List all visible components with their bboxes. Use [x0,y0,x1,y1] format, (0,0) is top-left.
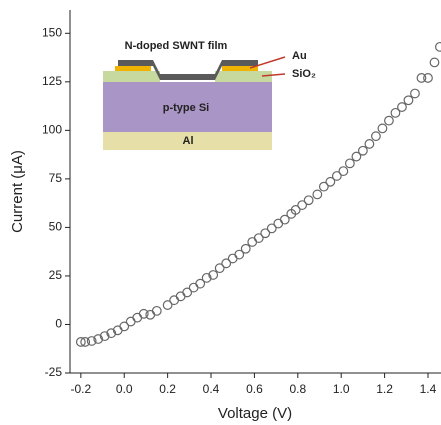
data-point [290,205,301,215]
x-tick-label: 0.2 [159,382,176,396]
data-point [377,123,388,134]
y-tick-label: 150 [42,25,62,39]
data-point [312,189,323,200]
si-layer [103,82,272,132]
x-tick-label: -0.2 [71,382,92,396]
data-point [138,308,149,319]
inset-diagram: N-doped SWNT film Au SiO₂ p-type Si Al [103,40,316,150]
data-point [410,88,420,99]
au-left [115,66,151,71]
data-point [423,73,433,83]
data-point [240,243,251,254]
data-point [279,214,290,225]
data-point [364,139,375,149]
data-point [182,287,193,298]
swnt-film [118,60,258,80]
al-label: Al [183,135,194,147]
sio2-left [103,71,160,82]
data-point [93,334,104,344]
data-point [331,171,342,181]
x-tick-label: 0.8 [289,382,306,396]
si-label: p-type Si [163,102,209,114]
data-point [371,131,381,142]
data-point [125,316,136,327]
sio2-label: SiO₂ [292,68,316,80]
x-tick-label: 1.2 [376,382,393,396]
data-point [325,176,336,187]
data-point [227,253,238,264]
data-point [403,95,414,106]
film-label: N-doped SWNT film [125,40,228,52]
data-point [351,151,362,162]
data-point [429,57,440,68]
data-point [234,249,245,260]
y-tick-label: 100 [42,123,62,137]
data-point [75,337,86,347]
data-point [397,102,407,112]
data-point [80,337,91,347]
data-point [247,237,258,247]
data-point [221,258,232,269]
data-point [201,272,212,283]
y-tick-label: 75 [49,171,63,185]
data-point [86,336,97,346]
au-label: Au [292,50,307,62]
data-point [384,115,394,126]
y-axis-title: Current (μA) [9,150,26,233]
data-point [145,309,156,320]
data-point [214,263,225,274]
data-point [253,233,264,243]
data-point [357,145,368,156]
data-point [273,218,284,229]
data-point [162,300,173,310]
sio2-right [215,71,272,82]
data-point [303,195,314,206]
x-tick-label: 0.0 [116,382,133,396]
data-point [344,158,355,169]
au-arrow [249,56,286,69]
x-tick-label: 1.4 [420,382,437,396]
y-tick-label: 50 [49,220,63,234]
data-point [175,291,186,302]
al-layer [103,132,272,150]
data-point [338,166,349,177]
data-point [260,228,271,239]
data-point [132,312,143,323]
data-point [169,295,180,306]
data-point [99,331,110,342]
y-tick-label: 0 [55,317,62,331]
x-tick-label: 1.0 [333,382,350,396]
y-tick-label: 25 [49,268,63,282]
data-point [119,321,130,332]
data-point [151,305,162,316]
data-point [106,328,117,339]
data-point [195,278,206,289]
x-tick-label: 0.4 [203,382,220,396]
x-tick-label: 0.6 [246,382,263,396]
x-axis-title: Voltage (V) [218,405,292,422]
data-point [318,181,329,192]
data-point [266,223,277,234]
sio2-arrow [261,73,286,77]
data-point [297,200,308,210]
data-point [208,270,219,280]
data-point [188,282,199,293]
data-point [416,73,427,83]
data-point [435,41,441,52]
y-tick-label: -25 [45,365,63,379]
au-right [222,66,258,71]
data-point [390,107,401,118]
y-tick-label: 125 [42,74,62,88]
